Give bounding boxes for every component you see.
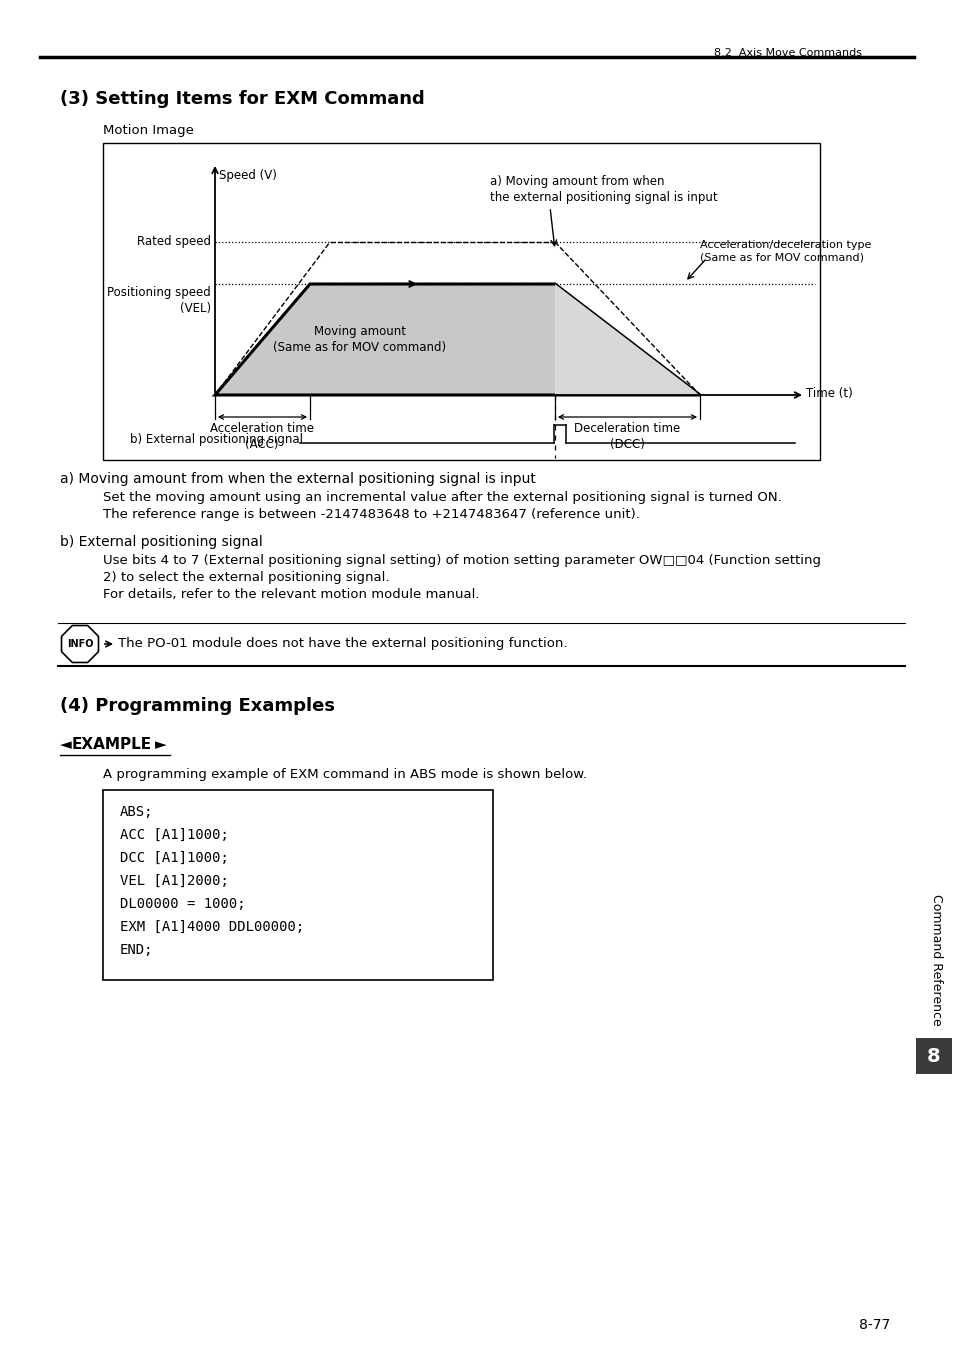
Text: b) External positioning signal: b) External positioning signal xyxy=(60,535,262,549)
Text: ACC [A1]1000;: ACC [A1]1000; xyxy=(120,828,229,842)
Text: ABS;: ABS; xyxy=(120,805,153,819)
Text: DCC [A1]1000;: DCC [A1]1000; xyxy=(120,850,229,865)
Text: EXAMPLE: EXAMPLE xyxy=(71,737,152,752)
Text: 8: 8 xyxy=(926,1046,940,1065)
Text: A programming example of EXM command in ABS mode is shown below.: A programming example of EXM command in … xyxy=(103,768,586,782)
Text: ◄: ◄ xyxy=(60,737,71,752)
Polygon shape xyxy=(214,284,700,396)
Text: Motion Image: Motion Image xyxy=(103,124,193,136)
Text: The PO-01 module does not have the external positioning function.: The PO-01 module does not have the exter… xyxy=(118,637,567,651)
Bar xyxy=(103,143,820,460)
Text: INFO: INFO xyxy=(67,639,93,649)
Text: 8.2  Axis Move Commands: 8.2 Axis Move Commands xyxy=(713,49,862,58)
Text: a) Moving amount from when
the external positioning signal is input: a) Moving amount from when the external … xyxy=(490,176,717,204)
Text: Use bits 4 to 7 (External positioning signal setting) of motion setting paramete: Use bits 4 to 7 (External positioning si… xyxy=(103,554,821,567)
Bar xyxy=(103,790,493,980)
Text: ►: ► xyxy=(154,737,167,752)
Text: END;: END; xyxy=(120,944,153,957)
Text: VEL [A1]2000;: VEL [A1]2000; xyxy=(120,873,229,888)
Text: Set the moving amount using an incremental value after the external positioning : Set the moving amount using an increment… xyxy=(103,491,781,504)
Text: Speed (V): Speed (V) xyxy=(219,169,276,182)
Text: Deceleration time
(DCC): Deceleration time (DCC) xyxy=(574,423,679,451)
Text: (3) Setting Items for EXM Command: (3) Setting Items for EXM Command xyxy=(60,90,424,108)
Text: Rated speed: Rated speed xyxy=(137,235,211,248)
Text: a) Moving amount from when the external positioning signal is input: a) Moving amount from when the external … xyxy=(60,472,536,486)
Text: Acceleration/deceleration type
(Same as for MOV command): Acceleration/deceleration type (Same as … xyxy=(700,240,870,262)
Text: 2) to select the external positioning signal.: 2) to select the external positioning si… xyxy=(103,571,389,585)
Text: Command Reference: Command Reference xyxy=(929,894,943,1026)
Text: 8-77: 8-77 xyxy=(859,1318,890,1332)
Text: (4) Programming Examples: (4) Programming Examples xyxy=(60,697,335,716)
Text: Time (t): Time (t) xyxy=(805,386,852,400)
Text: b) External positioning signal: b) External positioning signal xyxy=(130,433,303,447)
Text: Positioning speed
(VEL): Positioning speed (VEL) xyxy=(107,286,211,315)
Text: Moving amount
(Same as for MOV command): Moving amount (Same as for MOV command) xyxy=(274,325,446,355)
Text: EXM [A1]4000 DDL00000;: EXM [A1]4000 DDL00000; xyxy=(120,919,304,934)
Text: DL00000 = 1000;: DL00000 = 1000; xyxy=(120,896,245,911)
Polygon shape xyxy=(555,284,700,396)
Polygon shape xyxy=(61,625,98,663)
Bar xyxy=(915,1038,951,1075)
Text: Acceleration time
(ACC): Acceleration time (ACC) xyxy=(210,423,314,451)
Text: The reference range is between -2147483648 to +2147483647 (reference unit).: The reference range is between -21474836… xyxy=(103,508,639,521)
Text: For details, refer to the relevant motion module manual.: For details, refer to the relevant motio… xyxy=(103,589,479,601)
